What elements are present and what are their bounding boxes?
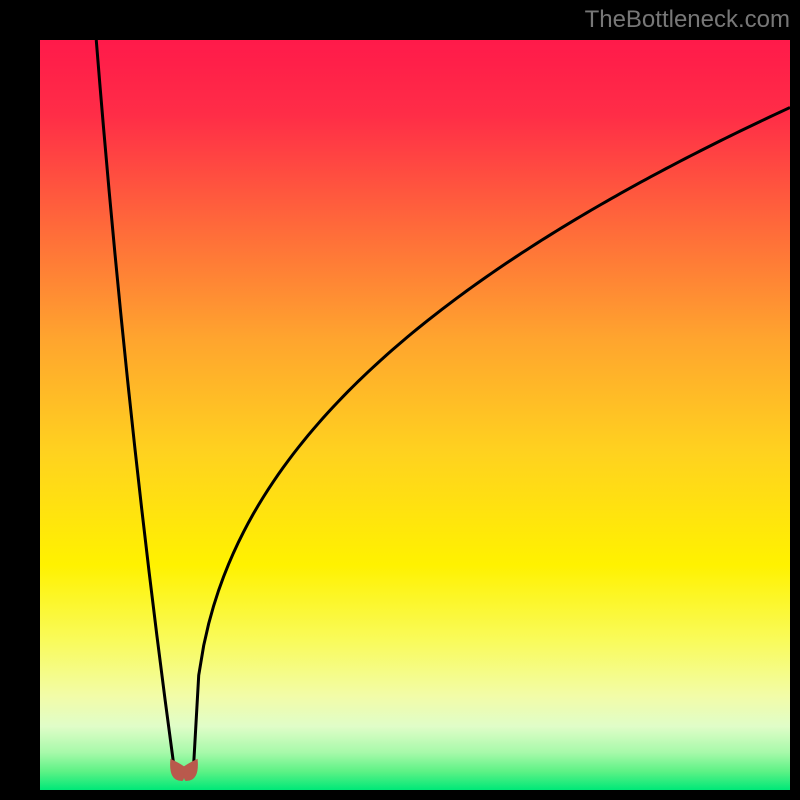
watermark-text: TheBottleneck.com [585, 6, 790, 34]
gradient-background [40, 40, 790, 790]
chart-container: TheBottleneck.com [0, 0, 800, 800]
bottleneck-chart [0, 0, 800, 800]
